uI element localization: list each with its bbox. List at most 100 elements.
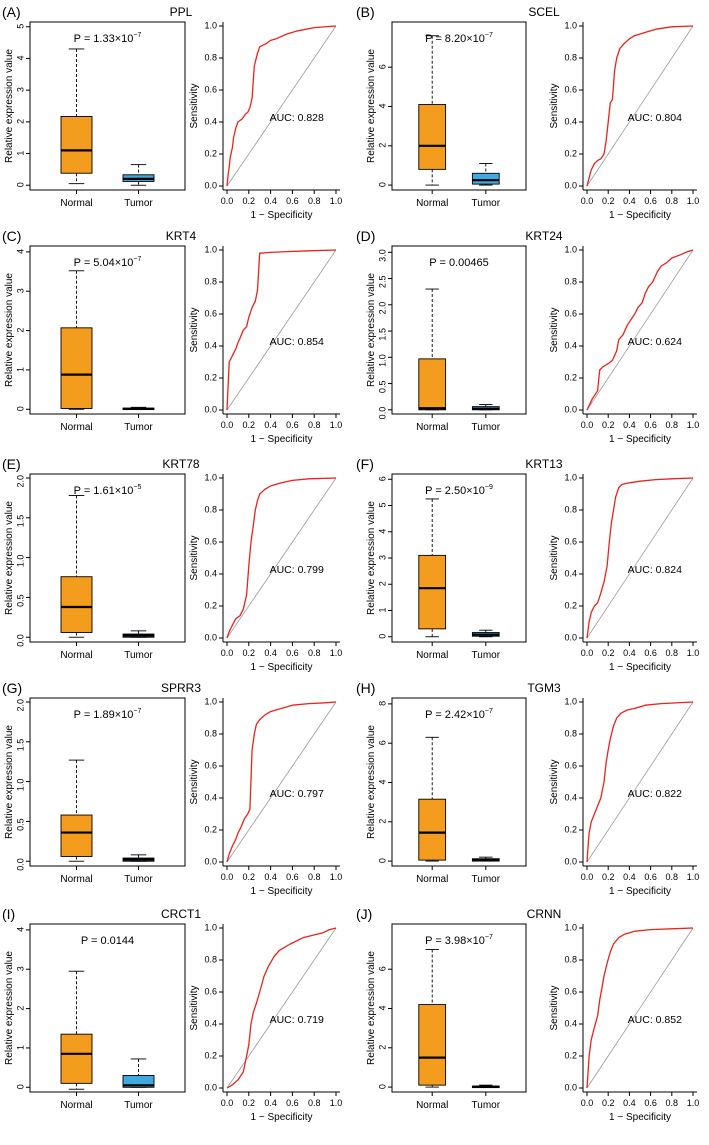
x-tick-label: Normal xyxy=(416,650,448,661)
x-tick-label: 0.2 xyxy=(243,420,256,430)
gene-title: SCEL xyxy=(528,5,560,19)
p-value-exponent: −7 xyxy=(133,708,141,715)
panel-krt78: (E) KRT78 0.0 0.5 1.0 1.5 2.0 Relative expressi… xyxy=(2,456,342,673)
x-tick-label: 0.0 xyxy=(221,648,234,658)
auc-label: AUC: 0.624 xyxy=(628,336,682,348)
x-tick-label: 0.6 xyxy=(644,196,657,206)
box-normal xyxy=(60,116,93,174)
p-value-base: P = 5.04×10 xyxy=(74,257,134,269)
x-tick-label: 0.4 xyxy=(623,420,636,430)
x-tick-label: 0.4 xyxy=(264,1098,277,1108)
panel-label: (H) xyxy=(356,680,375,696)
x-tick-label: Tumor xyxy=(472,422,501,433)
y-tick-label: 0 xyxy=(377,858,387,863)
plot-frame xyxy=(391,923,527,1093)
plot-frame xyxy=(391,473,527,643)
y-tick-label: 0.2 xyxy=(204,372,217,382)
y-axis-label: Relative expression value xyxy=(366,951,377,1065)
y-tick-label: 0.0 xyxy=(15,858,25,871)
y-tick-label: 0.6 xyxy=(564,760,577,770)
y-tick-label: 0.6 xyxy=(564,986,577,996)
y-tick-label: 1.0 xyxy=(15,555,25,568)
y-tick-label: 0.5 xyxy=(15,594,25,607)
gene-title: KRT13 xyxy=(525,457,562,471)
x-tick-label: Tumor xyxy=(472,1100,501,1111)
x-axis-label: 1 − Specificity xyxy=(609,434,671,445)
p-value-base: P = 1.89×10 xyxy=(74,709,134,721)
gene-title: SPRR3 xyxy=(161,681,201,695)
box-normal xyxy=(418,358,447,411)
x-tick-label: 0.8 xyxy=(308,872,321,882)
x-tick-label: 1.0 xyxy=(330,872,343,882)
p-value-base: P = 0.00465 xyxy=(429,257,488,269)
y-tick-label: 0 xyxy=(377,182,387,187)
y-tick-label: 1.0 xyxy=(204,472,217,482)
x-tick-label: 1.0 xyxy=(330,196,343,206)
gene-title: PPL xyxy=(170,5,193,19)
y-tick-label: 1.0 xyxy=(564,472,577,482)
auc-label: AUC: 0.799 xyxy=(270,564,324,576)
x-tick-label: 0.6 xyxy=(286,420,299,430)
x-tick-label: 0.4 xyxy=(264,872,277,882)
y-tick-label: 1.0 xyxy=(204,696,217,706)
x-tick-label: Tumor xyxy=(472,650,501,661)
y-tick-label: 0.6 xyxy=(204,84,217,94)
x-tick-label: 0.6 xyxy=(286,872,299,882)
x-axis-label: 1 − Specificity xyxy=(251,886,313,897)
panel-label: (E) xyxy=(2,456,21,472)
x-axis-label: 1 − Specificity xyxy=(251,1112,313,1123)
y-tick-label: 1.0 xyxy=(204,922,217,932)
y-tick-label: 0.0 xyxy=(204,632,217,642)
x-tick-label: Tumor xyxy=(124,198,153,209)
y-tick-label: 8 xyxy=(377,701,387,706)
gene-title: KRT24 xyxy=(525,229,562,243)
x-tick-label: 1.0 xyxy=(330,1098,343,1108)
x-tick-label: 0.2 xyxy=(602,196,615,206)
x-tick-label: 0.6 xyxy=(644,420,657,430)
x-tick-label: 1.0 xyxy=(687,872,700,882)
roc-curve xyxy=(586,701,694,863)
roc-curve xyxy=(226,249,337,411)
x-axis-label: 1 − Specificity xyxy=(609,210,671,221)
y-tick-label: 0.2 xyxy=(204,148,217,158)
y-tick-label: 0.0 xyxy=(564,404,577,414)
y-tick-label: 0.6 xyxy=(564,308,577,318)
box-tumor xyxy=(122,1075,155,1088)
plot-frame xyxy=(391,245,527,415)
panel-label: (G) xyxy=(2,680,22,696)
y-tick-label: 1.0 xyxy=(204,244,217,254)
x-axis-label: 1 − Specificity xyxy=(609,1112,671,1123)
x-tick-label: 0.6 xyxy=(286,1098,299,1108)
panel-label: (F) xyxy=(356,456,374,472)
y-tick-label: 0.2 xyxy=(564,372,577,382)
y-axis-label: Sensitivity xyxy=(189,759,200,804)
y-tick-label: 0.2 xyxy=(204,824,217,834)
y-tick-label: 0.0 xyxy=(564,180,577,190)
y-tick-label: 0.8 xyxy=(564,276,577,286)
auc-label: AUC: 0.824 xyxy=(628,564,682,576)
y-tick-label: 0.8 xyxy=(204,728,217,738)
p-value-exponent: −7 xyxy=(485,934,493,941)
x-tick-label: Tumor xyxy=(124,874,153,885)
x-tick-label: 0.0 xyxy=(221,420,234,430)
x-tick-label: 0.2 xyxy=(602,872,615,882)
y-tick-label: 0.8 xyxy=(204,504,217,514)
y-tick-label: 0.4 xyxy=(564,340,577,350)
x-tick-label: 1.0 xyxy=(687,648,700,658)
x-tick-label: 1.0 xyxy=(687,420,700,430)
y-tick-label: 0.4 xyxy=(564,568,577,578)
y-tick-label: 4 xyxy=(15,249,25,254)
panel-crct1: (I) CRCT1 0 1 2 3 4 Relative expression value No… xyxy=(2,906,342,1123)
x-tick-label: 0.0 xyxy=(221,1098,234,1108)
auc-label: AUC: 0.854 xyxy=(270,336,324,348)
y-axis-label: Sensitivity xyxy=(549,535,560,580)
y-tick-label: 0.0 xyxy=(204,1082,217,1092)
y-tick-label: 0.8 xyxy=(204,276,217,286)
y-tick-label: 0.8 xyxy=(564,728,577,738)
y-tick-label: 4 xyxy=(15,55,25,60)
y-tick-label: 0.0 xyxy=(564,632,577,642)
y-tick-label: 0.0 xyxy=(15,634,25,647)
y-tick-label: 4 xyxy=(377,529,387,534)
y-tick-label: 2.0 xyxy=(15,699,25,712)
y-tick-label: 0.4 xyxy=(204,116,217,126)
